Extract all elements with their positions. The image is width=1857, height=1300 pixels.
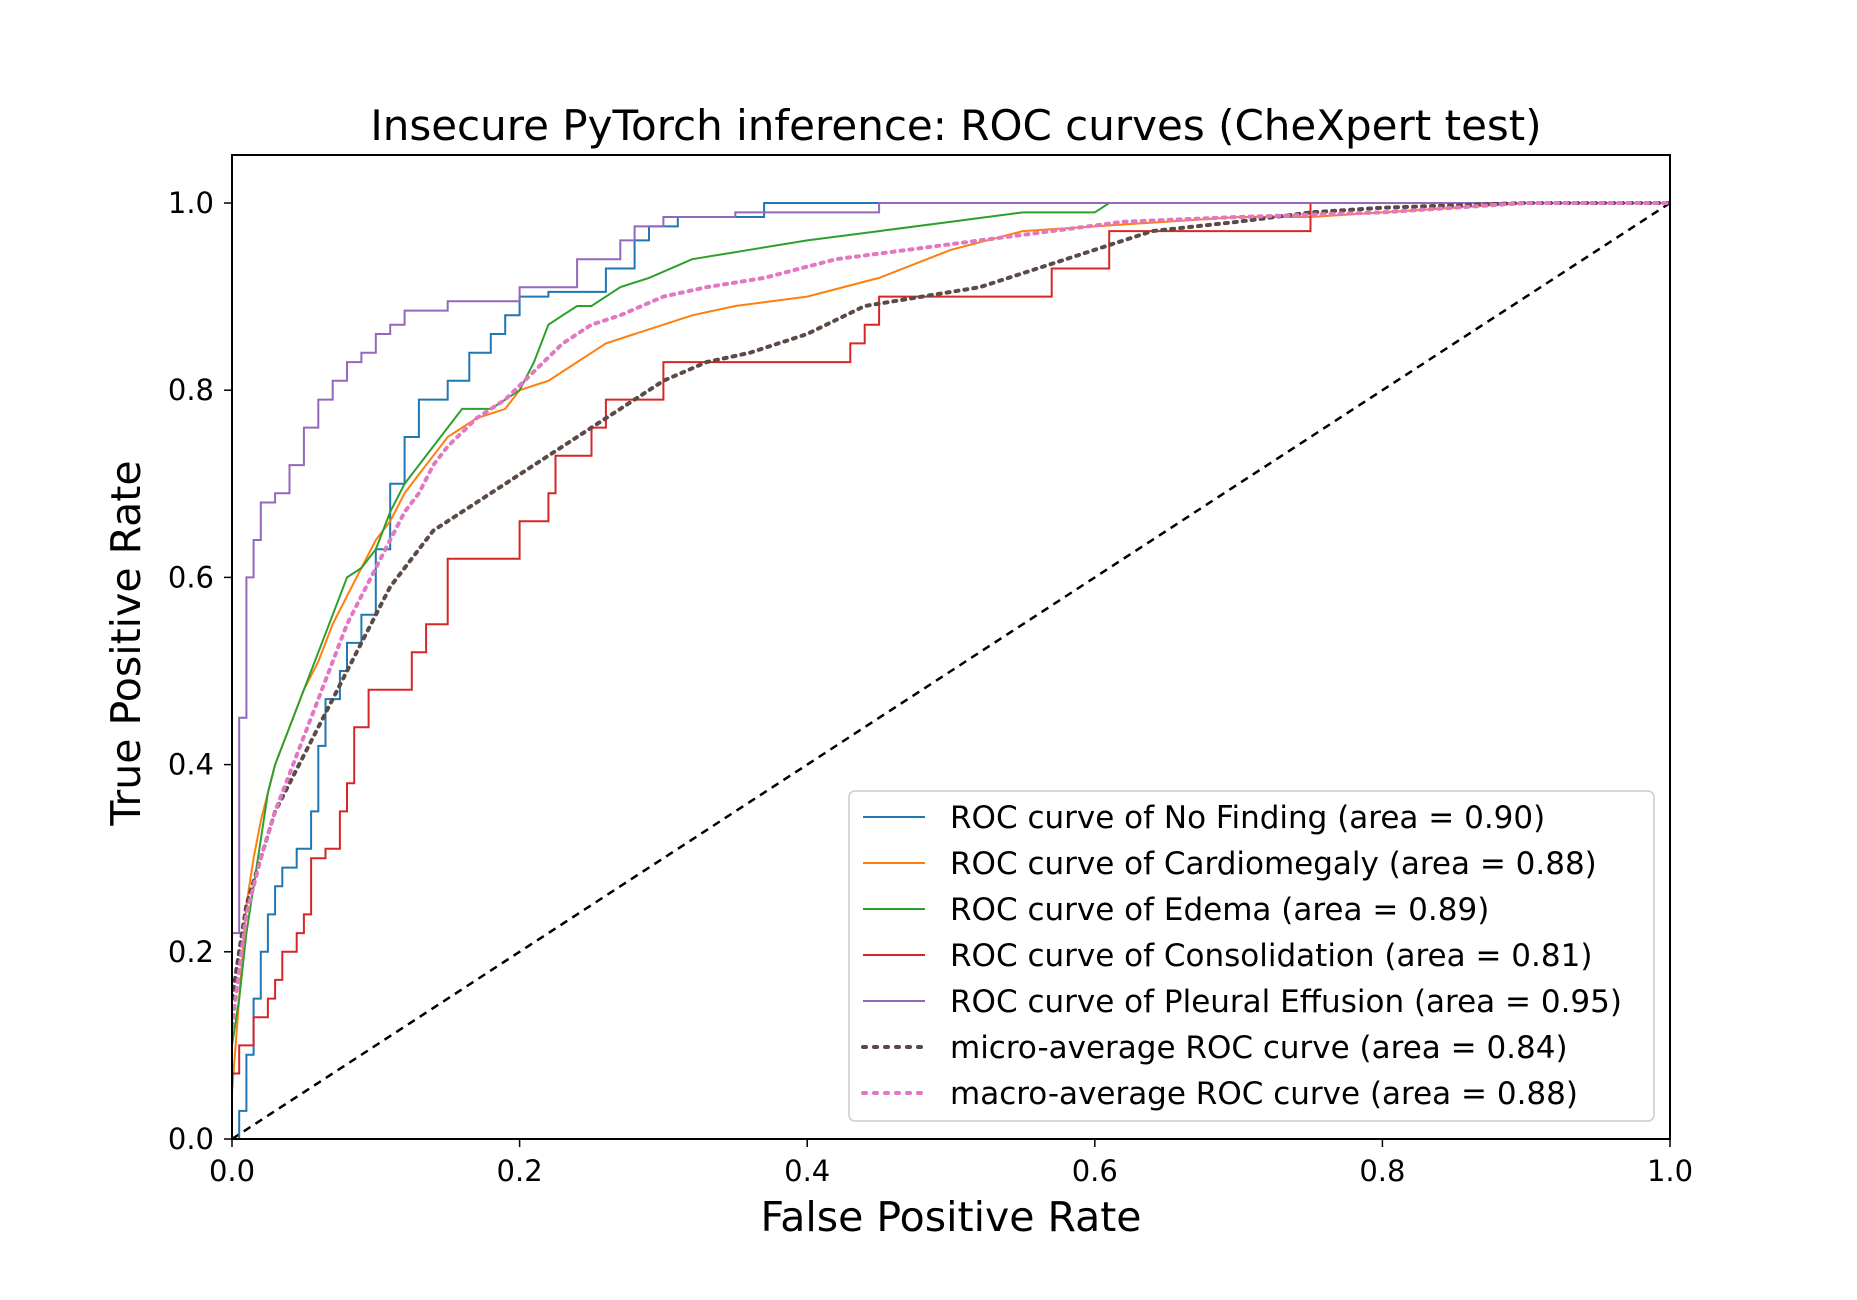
y-axis: 0.0 0.2 0.4 0.6 0.8 1.0 [168,186,232,1156]
y-tick-label: 0.2 [168,935,214,969]
curves-layer [232,201,1670,1139]
series-line-roc-curve-of-consolidation [232,202,1670,1139]
legend-label: macro-average ROC curve (area = 0.88) [950,1076,1578,1112]
plot-area-frame [231,154,1671,1140]
y-tick-label: 0.4 [168,748,214,782]
legend-box [848,790,1655,1122]
x-tick-label: 0.4 [784,1154,830,1188]
series-line-roc-curve-of-pleural-effusion [232,202,1670,1139]
x-tick-label: 0.6 [1072,1154,1118,1188]
legend-label: ROC curve of Edema (area = 0.89) [950,892,1489,928]
x-tick-label: 0.0 [209,1154,255,1188]
series-line-micro-average-roc-curve [232,201,1670,1001]
y-tick-label: 0.8 [168,373,214,407]
series-line-macro-average-roc-curve [232,201,1670,1029]
legend-label: ROC curve of Cardiomegaly (area = 0.88) [950,846,1597,882]
x-axis-title: False Positive Rate [760,1193,1141,1241]
chart-title: Insecure PyTorch inference: ROC curves (… [370,101,1541,150]
y-axis-title: True Positive Rate [102,460,150,826]
legend: ROC curve of No Finding (area = 0.90) ROC… [848,790,1655,1122]
series-line-roc-curve-of-no-finding [232,202,1670,1139]
legend-label: ROC curve of No Finding (area = 0.90) [950,800,1545,836]
y-tick-label: 1.0 [168,186,214,220]
legend-label: ROC curve of Pleural Effusion (area = 0.… [950,984,1622,1020]
x-tick-label: 1.0 [1647,1154,1693,1188]
x-axis: 0.0 0.2 0.4 0.6 0.8 1.0 [209,1139,1693,1188]
chance-diagonal-line [232,201,1670,1139]
x-tick-label: 0.2 [497,1154,543,1188]
y-tick-label: 0.6 [168,560,214,594]
x-tick-label: 0.8 [1359,1154,1405,1188]
y-tick-label: 0.0 [168,1122,214,1156]
legend-label: ROC curve of Consolidation (area = 0.81) [950,938,1592,974]
legend-label: micro-average ROC curve (area = 0.84) [950,1030,1568,1066]
